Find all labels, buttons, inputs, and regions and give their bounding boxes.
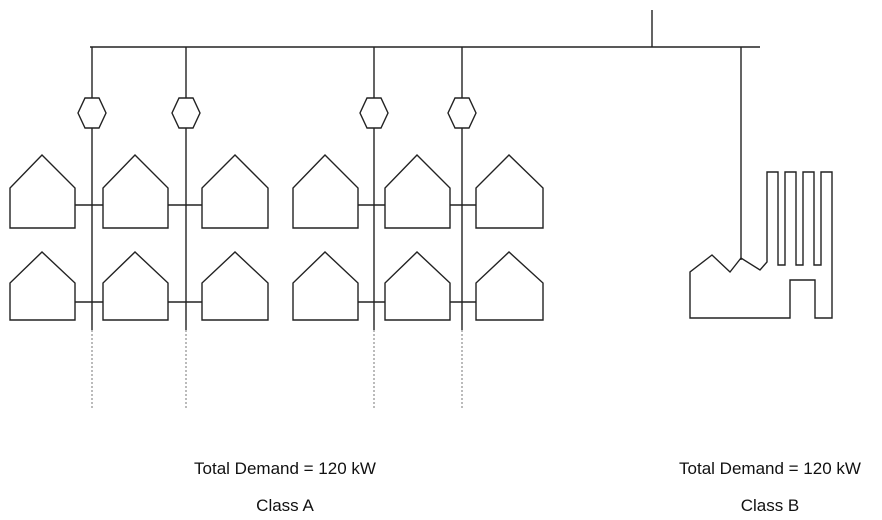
class-label: Class A	[256, 496, 314, 515]
network	[9, 10, 833, 410]
class-label: Class B	[741, 496, 800, 515]
meters	[77, 97, 477, 129]
demand-label: Total Demand = 120 kW	[679, 459, 861, 478]
factory	[689, 171, 833, 319]
houses	[9, 154, 544, 321]
demand-label: Total Demand = 120 kW	[194, 459, 376, 478]
service-drops	[75, 204, 476, 303]
feeders	[91, 47, 463, 410]
